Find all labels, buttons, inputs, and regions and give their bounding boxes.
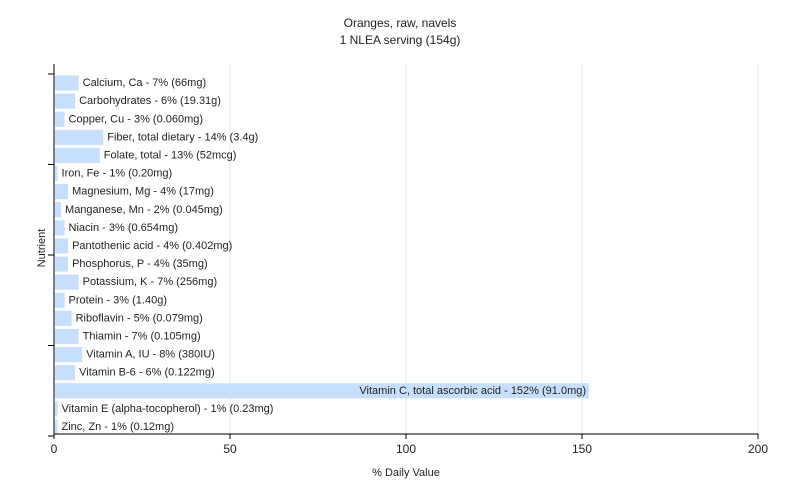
bar-label: Riboflavin - 5% (0.079mg) — [76, 312, 203, 324]
x-tick-label: 200 — [748, 442, 768, 456]
bar-label: Niacin - 3% (0.654mg) — [69, 222, 178, 234]
bar — [55, 147, 100, 163]
bar-label: Calcium, Ca - 7% (66mg) — [83, 77, 206, 89]
bar — [55, 365, 76, 381]
bar — [55, 220, 65, 236]
bar-label: Vitamin C, total ascorbic acid - 152% (9… — [359, 385, 586, 397]
y-axis-title: Nutrient — [36, 229, 48, 268]
bar — [55, 310, 72, 326]
bar — [55, 383, 590, 399]
x-axis-title: % Daily Value — [372, 467, 440, 479]
bar-label: Vitamin B-6 - 6% (0.122mg) — [79, 367, 215, 379]
bar-label: Magnesium, Mg - 4% (17mg) — [72, 186, 214, 198]
axes: 0 50 100 150 200 — [48, 64, 768, 456]
bar-label: Pantothenic acid - 4% (0.402mg) — [72, 240, 232, 252]
x-tick-label: 0 — [51, 442, 58, 456]
bar-label: Vitamin E (alpha-tocopherol) - 1% (0.23m… — [62, 403, 274, 415]
bar — [55, 401, 58, 417]
bar-label: Potassium, K - 7% (256mg) — [83, 276, 218, 288]
bar-label: Copper, Cu - 3% (0.060mg) — [69, 113, 204, 125]
chart-title: Oranges, raw, navels — [344, 16, 457, 30]
bar-label: Manganese, Mn - 2% (0.045mg) — [65, 204, 223, 216]
bar — [55, 274, 79, 290]
bars: Calcium, Ca - 7% (66mg) Carbohydrates - 6… — [55, 75, 590, 435]
x-tick-label: 50 — [223, 442, 237, 456]
bar — [55, 129, 104, 145]
bar — [55, 93, 76, 109]
bar — [55, 238, 69, 254]
bar — [55, 256, 69, 272]
bar-label: Thiamin - 7% (0.105mg) — [83, 330, 201, 342]
chart-subtitle: 1 NLEA serving (154g) — [340, 33, 461, 47]
bar — [55, 419, 58, 435]
bar — [55, 184, 69, 200]
bar-label: Phosphorus, P - 4% (35mg) — [72, 258, 208, 270]
x-tick-label: 150 — [572, 442, 592, 456]
bar — [55, 75, 79, 91]
x-tick-label: 100 — [396, 442, 416, 456]
bar-label: Fiber, total dietary - 14% (3.4g) — [107, 131, 258, 143]
bar-label: Vitamin A, IU - 8% (380IU) — [86, 349, 215, 361]
bar-label: Protein - 3% (1.40g) — [69, 294, 167, 306]
gridlines — [229, 64, 759, 434]
bar — [55, 292, 65, 308]
bar — [55, 166, 58, 182]
bar-label: Folate, total - 13% (52mcg) — [104, 149, 237, 161]
bar — [55, 328, 79, 344]
bar-label: Zinc, Zn - 1% (0.12mg) — [62, 421, 174, 433]
bar-label: Carbohydrates - 6% (19.31g) — [79, 95, 221, 107]
bar — [55, 202, 62, 218]
bar-label: Iron, Fe - 1% (0.20mg) — [62, 168, 173, 180]
bar — [55, 111, 65, 127]
bar — [55, 347, 83, 363]
